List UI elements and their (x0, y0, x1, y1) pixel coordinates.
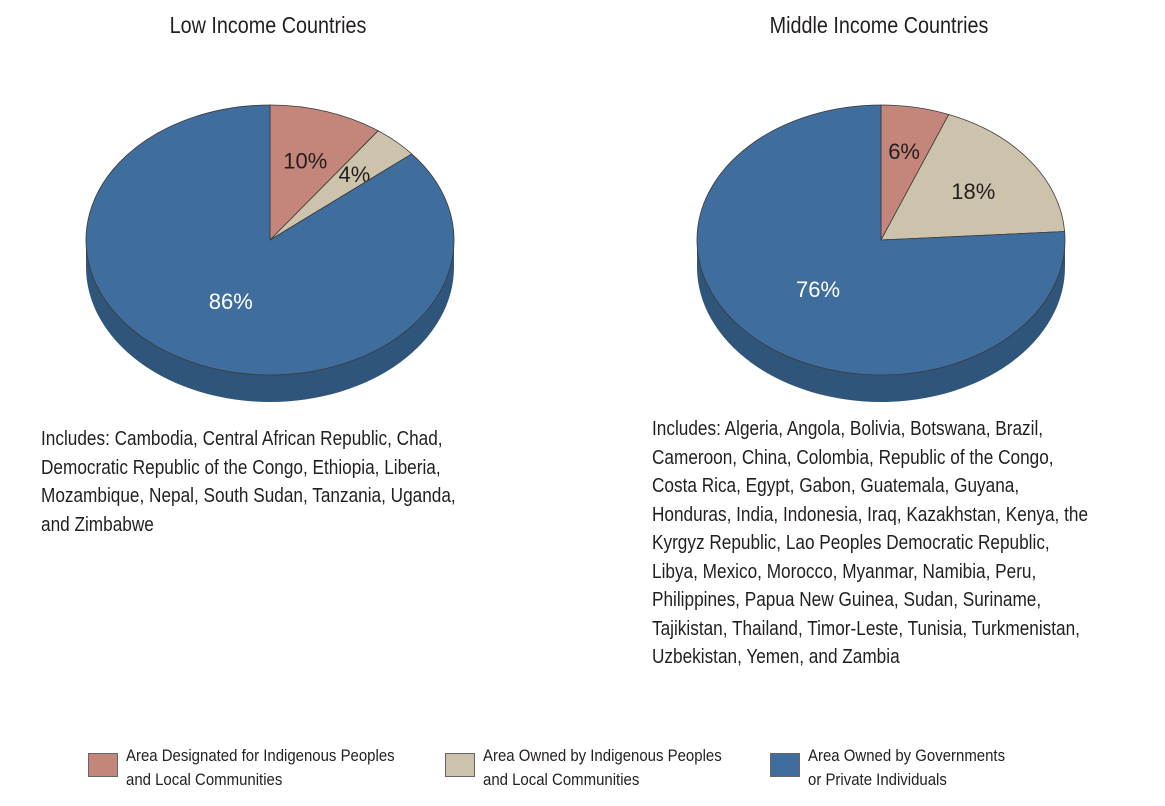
includes-line: Tajikistan, Thailand, Timor-Leste, Tunis… (652, 617, 1080, 640)
pie-slice-indigenous-owned-middle-income (880, 114, 1066, 241)
pie-label-government-owned-low-income: 86% (209, 289, 253, 314)
chart-title-middle-income: Middle Income Countries (769, 12, 989, 38)
pie-chart-low-income: 10%4%86% (85, 104, 455, 402)
legend-label-designated: Area Designated for Indigenous Peoples a… (126, 746, 395, 789)
pie-label-designated-middle-income: 6% (888, 139, 920, 164)
includes-line: Philippines, Papua New Guinea, Sudan, Su… (652, 589, 1042, 611)
includes-line: Honduras, India, Indonesia, Iraq, Kazakh… (652, 503, 1089, 526)
includes-line: Costa Rica, Egypt, Gabon, Guatemala, Guy… (652, 475, 1020, 497)
includes-note-middle-income: Includes: Algeria, Angola, Bolivia, Bots… (652, 415, 1088, 672)
legend-label-indigenous-owned: Area Owned by Indigenous Peoples and Loc… (483, 746, 722, 789)
includes-line: and Zimbabwe (41, 513, 154, 536)
includes-line: Uzbekistan, Yemen, and Zambia (652, 646, 900, 668)
legend-item-government-owned: Area Owned by Governments or Private Ind… (770, 744, 1032, 792)
includes-line: Cameroon, China, Colombia, Republic of t… (652, 446, 1054, 469)
includes-line: Libya, Mexico, Morocco, Myanmar, Namibia… (652, 560, 1037, 583)
pie-label-designated-low-income: 10% (283, 148, 327, 173)
legend-label-government-owned: Area Owned by Governments or Private Ind… (808, 746, 1006, 789)
pie-label-indigenous-owned-middle-income: 18% (951, 179, 995, 204)
legend-swatch-designated (88, 753, 118, 777)
legend-item-indigenous-owned: Area Owned by Indigenous Peoples and Loc… (445, 744, 754, 792)
legend-swatch-government-owned (770, 753, 800, 777)
pie-slice-government-owned-low-income (85, 104, 455, 376)
legend-item-designated: Area Designated for Indigenous Peoples a… (88, 744, 431, 792)
includes-line: Democratic Republic of the Congo, Ethiop… (41, 456, 441, 479)
pie-slice-government-owned-middle-income (696, 104, 1066, 376)
legend-swatch-indigenous-owned (445, 753, 475, 777)
includes-line: Includes: Algeria, Angola, Bolivia, Bots… (652, 418, 1044, 440)
includes-note-low-income: Includes: Cambodia, Central African Repu… (41, 425, 456, 539)
pie-label-government-owned-middle-income: 76% (796, 277, 840, 302)
includes-line: Includes: Cambodia, Central African Repu… (41, 428, 443, 450)
pie-side-wall (86, 240, 454, 402)
chart-title-low-income: Low Income Countries (169, 12, 367, 38)
pie-side-wall (697, 240, 1065, 402)
includes-line: Kyrgyz Republic, Lao Peoples Democratic … (652, 532, 1050, 554)
pie-slice-designated-low-income (269, 104, 379, 241)
includes-line: Mozambique, Nepal, South Sudan, Tanzania… (41, 485, 456, 507)
pie-chart-middle-income: 6% 18% 76% (696, 104, 1066, 402)
